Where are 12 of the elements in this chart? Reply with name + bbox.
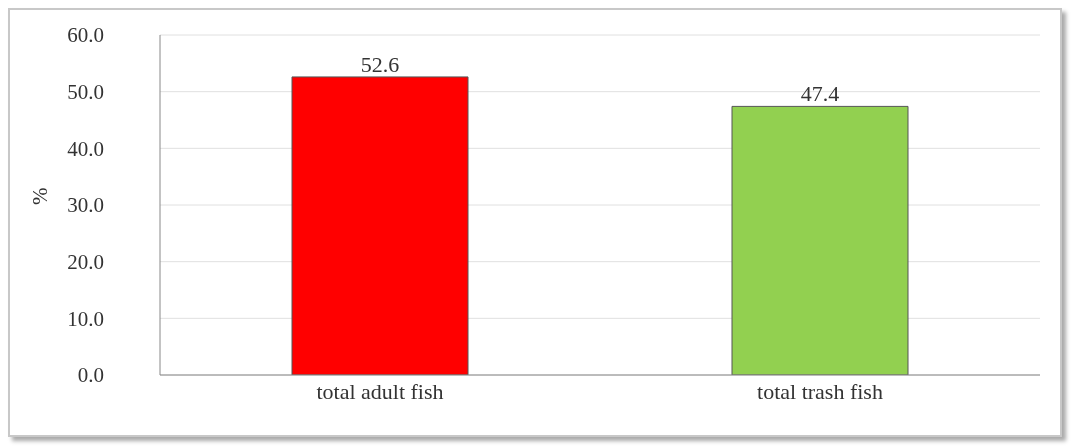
data-label: 52.6	[360, 51, 400, 77]
y-tick-label: 0.0	[77, 363, 104, 388]
y-tick-label: 50.0	[67, 80, 104, 105]
y-tick-label: 20.0	[67, 250, 104, 275]
data-label: 47.4	[800, 81, 840, 107]
y-tick-label: 60.0	[67, 23, 104, 48]
y-tick-label: 10.0	[67, 306, 104, 331]
y-tick-label: 30.0	[67, 193, 104, 218]
y-axis-title: %	[28, 187, 53, 205]
x-tick-label: total adult fish	[316, 378, 444, 404]
y-tick-label: 40.0	[67, 136, 104, 161]
x-tick-label: total trash fish	[757, 378, 883, 404]
